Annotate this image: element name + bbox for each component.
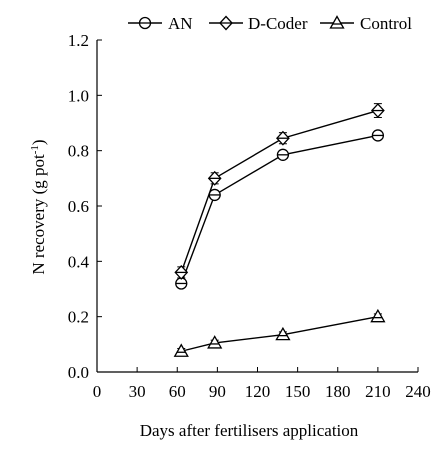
data-point xyxy=(276,130,290,146)
y-tick-label: 1.2 xyxy=(68,31,89,50)
legend-item-control: Control xyxy=(320,14,412,33)
legend-item-an: AN xyxy=(128,14,193,33)
x-tick-label: 0 xyxy=(93,382,102,401)
triangle-marker-outline xyxy=(207,335,223,349)
data-point xyxy=(371,129,385,142)
series-layer xyxy=(173,103,386,357)
x-tick-label: 210 xyxy=(365,382,391,401)
data-point xyxy=(208,188,221,202)
data-point xyxy=(207,170,222,186)
legend-marker xyxy=(329,15,345,29)
y-tick-label: 0.6 xyxy=(68,197,89,216)
y-axis-title-main: N recovery (g pot xyxy=(29,154,48,275)
triangle-marker-outline xyxy=(370,308,386,323)
x-tick-label: 180 xyxy=(325,382,351,401)
legend-marker xyxy=(219,15,233,31)
x-tick-label: 60 xyxy=(169,382,186,401)
y-axis-title: N recovery (g pot-1) xyxy=(29,139,48,274)
x-tick-label: 90 xyxy=(209,382,226,401)
y-tick-label: 0.2 xyxy=(68,308,89,327)
legend-marker xyxy=(138,16,152,30)
x-tick-label: 30 xyxy=(129,382,146,401)
series-control xyxy=(173,308,386,357)
y-tick-label: 0.0 xyxy=(68,363,89,382)
y-tick-label: 0.8 xyxy=(68,142,89,161)
y-tick-label: 1.0 xyxy=(68,86,89,105)
legend: AN D-Coder Control xyxy=(128,14,412,33)
data-point xyxy=(174,264,189,280)
series-an xyxy=(175,129,385,290)
data-point xyxy=(207,335,223,349)
axes: 0.0 0.2 0.4 0.6 0.8 1.0 1.2 0 30 60 90 120 150 180 210… xyxy=(68,31,431,401)
legend-label: Control xyxy=(360,14,412,33)
series-line-an xyxy=(180,134,379,284)
series-d-coder xyxy=(174,103,385,280)
data-point xyxy=(173,343,189,357)
triangle-marker-outline xyxy=(329,15,345,29)
x-tick-label: 240 xyxy=(405,382,431,401)
triangle-marker-outline xyxy=(173,343,189,357)
data-point xyxy=(370,103,385,119)
triangle-marker-outline xyxy=(275,326,291,341)
series-line-control xyxy=(181,315,379,352)
legend-item-d-coder: D-Coder xyxy=(209,14,308,33)
data-point xyxy=(175,277,188,290)
x-axis-title: Days after fertilisers application xyxy=(140,421,359,440)
x-tick-label: 150 xyxy=(285,382,311,401)
data-point xyxy=(275,326,291,341)
series-line-d-coder xyxy=(180,109,379,273)
legend-label: AN xyxy=(168,14,193,33)
data-point xyxy=(370,308,386,323)
data-point xyxy=(276,148,290,161)
legend-label: D-Coder xyxy=(248,14,308,33)
y-tick-label: 0.4 xyxy=(68,252,90,271)
x-tick-label: 120 xyxy=(245,382,271,401)
y-axis-title-sup: -1 xyxy=(29,145,41,154)
y-axis-title-close: ) xyxy=(29,139,48,145)
